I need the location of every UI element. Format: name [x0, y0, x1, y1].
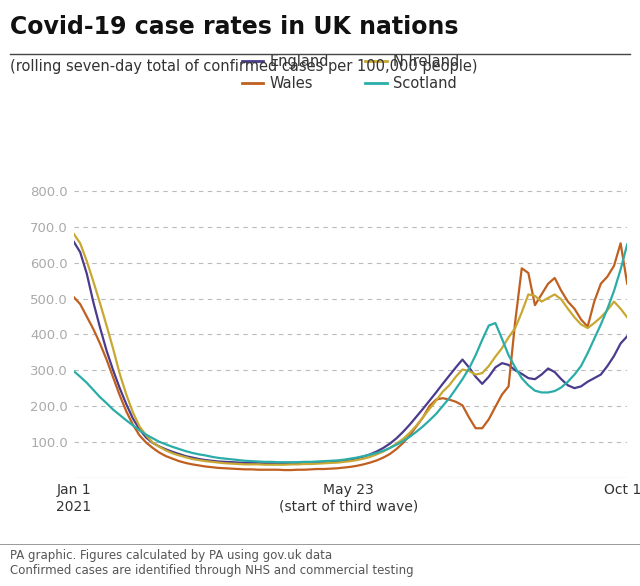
Text: Confirmed cases are identified through NHS and commercial testing: Confirmed cases are identified through N… — [10, 564, 413, 577]
Text: Jan 1
2021: Jan 1 2021 — [56, 483, 91, 514]
Text: Covid-19 case rates in UK nations: Covid-19 case rates in UK nations — [10, 15, 458, 39]
Legend: England, Wales, N Ireland, Scotland: England, Wales, N Ireland, Scotland — [236, 48, 465, 97]
Text: (rolling seven-day total of confirmed cases per 100,000 people): (rolling seven-day total of confirmed ca… — [10, 59, 477, 74]
Text: May 23
(start of third wave): May 23 (start of third wave) — [279, 483, 419, 514]
Text: PA graphic. Figures calculated by PA using gov.uk data: PA graphic. Figures calculated by PA usi… — [10, 549, 332, 562]
Text: Oct 11: Oct 11 — [604, 483, 640, 498]
